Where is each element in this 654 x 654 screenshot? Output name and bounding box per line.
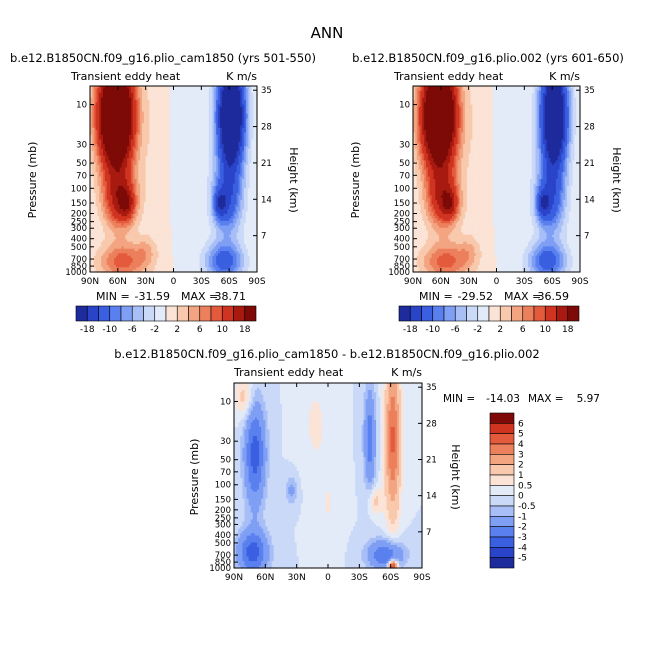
panel-title: b.e12.B1850CN.f09_g16.plio_cam1850 (yrs … (10, 51, 316, 65)
main-title: ANN (311, 24, 344, 42)
left-string: Transient eddy heat (70, 70, 181, 83)
right-string: K m/s (226, 70, 257, 83)
plot-area (90, 86, 258, 273)
panel-plio-cam1850: b.e12.B1850CN.f09_g16.plio_cam1850 (yrs … (10, 51, 316, 335)
